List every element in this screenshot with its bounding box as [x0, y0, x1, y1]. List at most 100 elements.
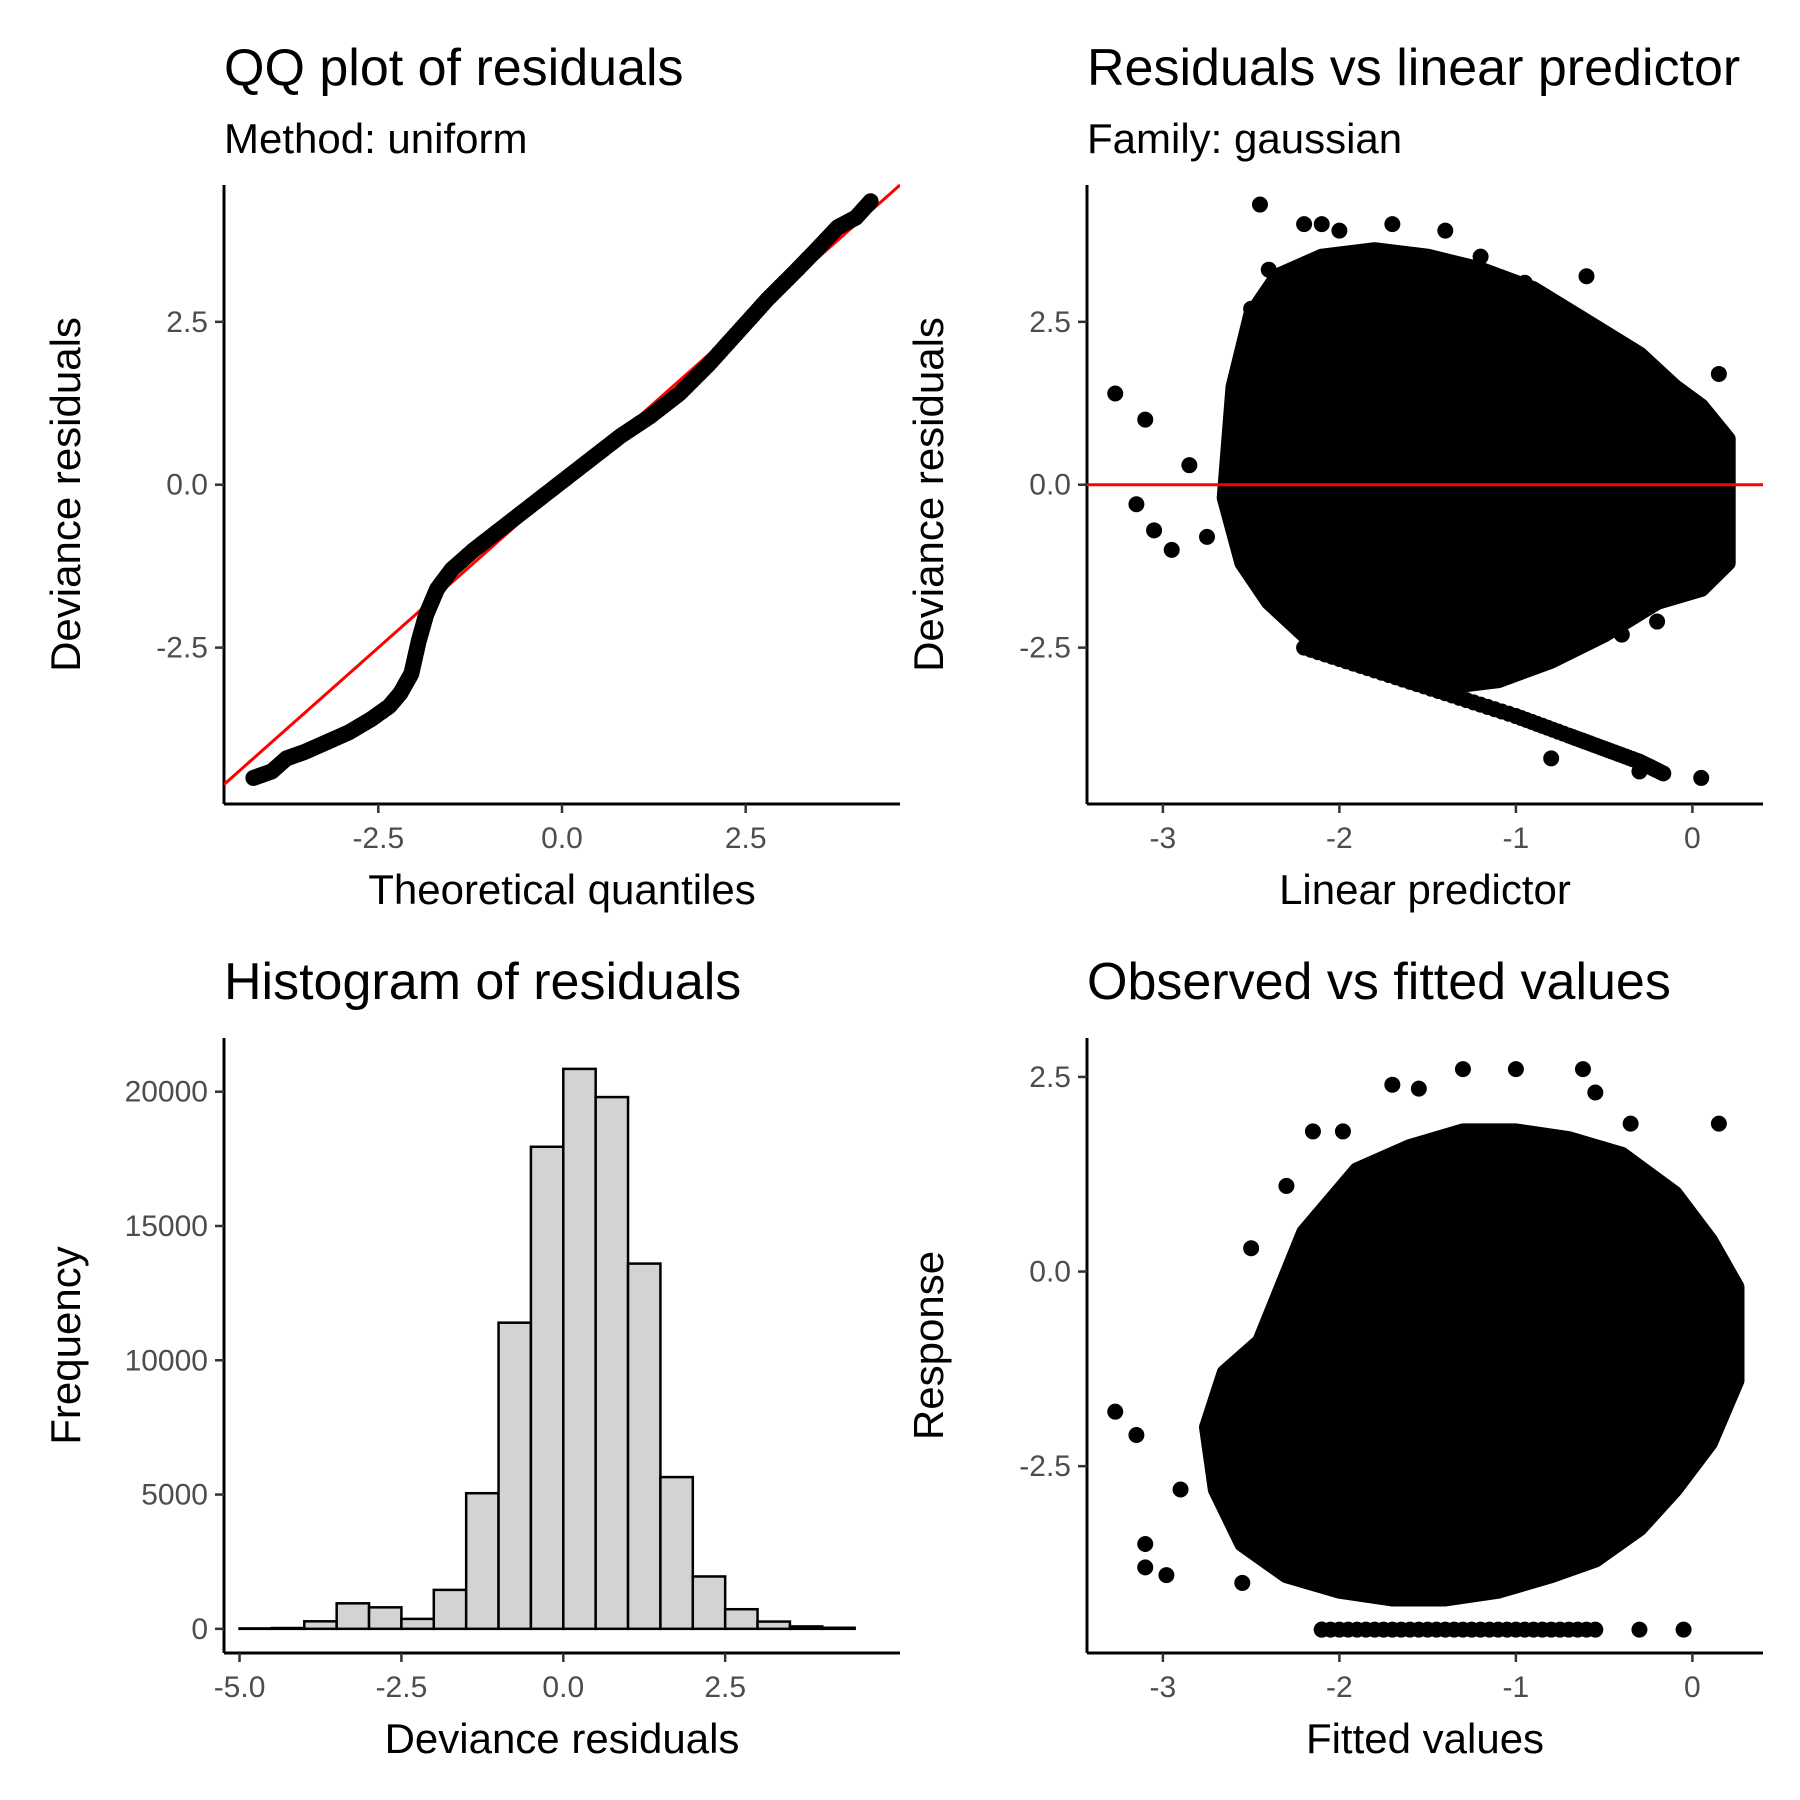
outlier-point	[1251, 196, 1268, 213]
y-tick-label: -2.5	[1019, 1450, 1071, 1483]
x-tick-label: -3	[1150, 822, 1177, 855]
observed-vs-fitted-title: Observed vs fitted values	[1087, 953, 1671, 1011]
histogram-panel: Histogram of residuals -5.0 -2.5 0.0 2.5 0 50…	[0, 900, 900, 1800]
y-tick-label: 5000	[141, 1479, 208, 1512]
outlier-point	[1543, 750, 1560, 767]
outlier-point	[1243, 1240, 1260, 1257]
outlier-point	[1587, 1084, 1604, 1101]
outlier-point	[1574, 1061, 1591, 1078]
outlier-point	[1578, 268, 1595, 285]
histogram-bar	[562, 1067, 597, 1631]
y-axis-title: Deviance residuals	[42, 317, 89, 672]
x-tick-label: -1	[1503, 1671, 1530, 1704]
outlier-point	[1260, 261, 1277, 278]
y-tick-label: 0.0	[1029, 469, 1071, 502]
outlier-point	[1710, 365, 1727, 382]
x-tick-label: 0.0	[542, 1671, 584, 1704]
outlier-point	[1384, 216, 1401, 233]
outlier-point	[1181, 457, 1198, 474]
y-tick-label: 15000	[125, 1210, 208, 1243]
x-axis-title: Deviance residuals	[385, 1715, 740, 1762]
x-axis-title: Theoretical quantiles	[368, 866, 756, 913]
histogram-bar	[788, 1625, 824, 1631]
outlier-point	[1128, 1427, 1145, 1444]
point-cloud	[1199, 1123, 1745, 1607]
histogram-bar	[594, 1095, 630, 1631]
histogram-bar	[335, 1602, 371, 1631]
x-tick-label: 0.0	[541, 822, 583, 855]
x-tick-label: -2	[1326, 1671, 1353, 1704]
outlier-point	[1128, 496, 1145, 513]
outlier-point	[1137, 411, 1154, 428]
histogram-bar	[691, 1575, 727, 1631]
y-tick-label: 2.5	[166, 306, 208, 339]
residuals-vs-predictor-panel: Residuals vs linear predictor Family: ga…	[863, 0, 1763, 913]
y-axis-title: Response	[905, 1251, 952, 1440]
band-point	[1655, 765, 1672, 782]
observed-vs-fitted-panel: Observed vs fitted values -3 -2 -1 0 -2.5 0.0…	[863, 900, 1763, 1800]
x-axis-title: Fitted values	[1306, 1715, 1544, 1762]
outlier-point	[1437, 222, 1454, 239]
outlier-point	[1137, 1559, 1154, 1576]
x-tick-label: -2.5	[376, 1671, 428, 1704]
outlier-point	[1278, 333, 1295, 350]
histogram-bar	[270, 1626, 306, 1631]
histogram-bar	[659, 1475, 695, 1631]
y-tick-label: 2.5	[1029, 306, 1071, 339]
x-tick-label: -1	[1503, 822, 1530, 855]
outlier-point	[1172, 1481, 1189, 1498]
outlier-point	[1199, 528, 1216, 545]
outlier-point	[1516, 274, 1533, 291]
outlier-point	[1631, 763, 1648, 780]
y-axis-title: Deviance residuals	[905, 317, 952, 672]
floor-point	[1587, 1621, 1604, 1638]
y-tick-label: 2.5	[1029, 1061, 1071, 1094]
histogram-bar	[303, 1620, 338, 1631]
outlier-point	[1331, 222, 1348, 239]
histogram-bar	[432, 1588, 468, 1631]
qq-plot-title: QQ plot of residuals	[224, 39, 684, 97]
y-tick-label: 20000	[125, 1076, 208, 1109]
point-cloud	[1216, 242, 1736, 695]
histogram-bar	[529, 1145, 565, 1631]
outlier-point	[1163, 541, 1180, 558]
qq-point	[862, 193, 879, 210]
outlier-point	[1234, 359, 1251, 376]
y-tick-label: 0.0	[166, 469, 208, 502]
histogram-bar	[497, 1321, 533, 1631]
outlier-point	[1728, 1286, 1745, 1303]
histogram-bar	[756, 1620, 792, 1631]
y-tick-label: 10000	[125, 1344, 208, 1377]
histogram-bar	[400, 1617, 436, 1631]
outlier-point	[1107, 1403, 1124, 1420]
outlier-point	[1313, 1621, 1330, 1638]
outlier-point	[1693, 769, 1710, 786]
outlier-point	[1234, 1574, 1251, 1591]
qq-plot-subtitle: Method: uniform	[224, 115, 528, 162]
outlier-point	[1710, 1115, 1727, 1132]
x-tick-label: 2.5	[725, 822, 767, 855]
qq-plot-chart: -2.5 0.0 2.5 -2.5 0.0 2.5 Theoretical quantile…	[42, 183, 900, 913]
outlier-point	[1304, 1123, 1321, 1140]
qq-plot-panel: QQ plot of residuals Method: uniform -2.…	[0, 0, 900, 913]
outlier-point	[1243, 300, 1260, 317]
x-tick-label: 0	[1684, 1671, 1701, 1704]
outlier-point	[1454, 1061, 1471, 1078]
outlier-point	[1278, 1177, 1295, 1194]
outlier-point	[1146, 522, 1163, 539]
outlier-point	[1507, 1061, 1524, 1078]
histogram-bar	[723, 1607, 759, 1631]
outlier-point	[1649, 613, 1666, 630]
outlier-point	[1472, 248, 1489, 265]
x-axis-title: Linear predictor	[1279, 866, 1571, 913]
y-axis-title: Frequency	[42, 1246, 89, 1444]
outlier-point	[1410, 1080, 1427, 1097]
x-tick-label: -5.0	[214, 1671, 266, 1704]
histogram-bar	[464, 1491, 500, 1631]
histogram-bar	[367, 1606, 403, 1631]
y-tick-label: -2.5	[1019, 632, 1071, 665]
outlier-point	[1158, 1567, 1175, 1584]
histogram-bar	[626, 1262, 662, 1631]
y-tick-label: 0.0	[1029, 1256, 1071, 1289]
outlier-point	[1631, 1621, 1648, 1638]
